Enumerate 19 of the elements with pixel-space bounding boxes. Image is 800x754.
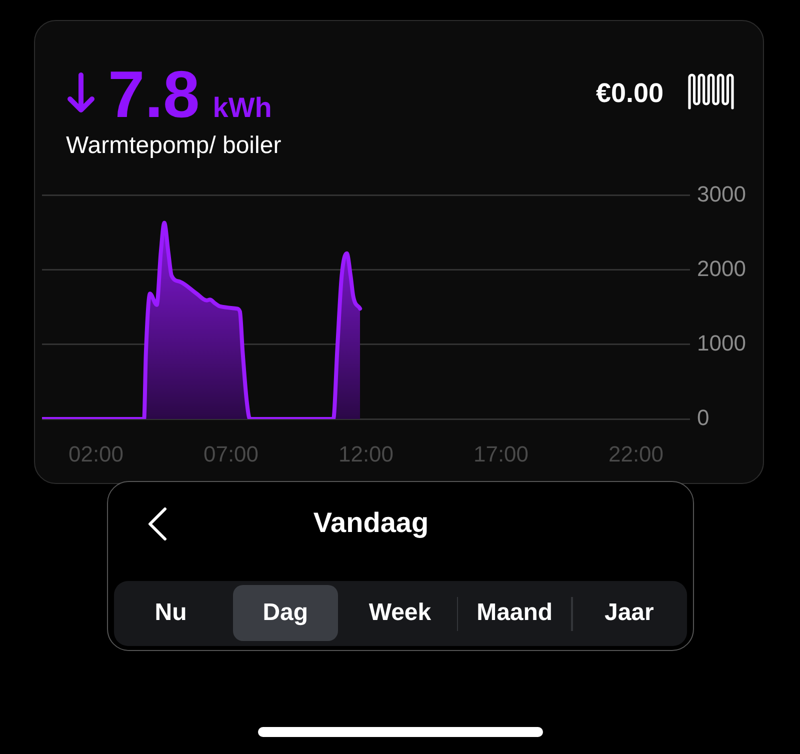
text: Vandaag <box>312 507 430 538</box>
tab[interactable]: Maand <box>462 585 568 641</box>
x-tick-label: 02:00 <box>68 441 124 466</box>
y-tick-label: 3000 <box>697 181 746 206</box>
y-tick-label: 0 <box>697 405 710 430</box>
y-tick-label: 2000 <box>697 256 746 281</box>
x-tick-label: 17:00 <box>473 441 529 466</box>
back-icon[interactable] <box>146 506 168 542</box>
x-tick-label: 07:00 <box>203 441 259 466</box>
chart-subtitle: Warmtepomp/ boiler <box>66 132 282 159</box>
tab[interactable]: Jaar <box>576 585 682 641</box>
x-tick-label: 22:00 <box>608 441 664 466</box>
x-tick-label: 12:00 <box>338 441 394 466</box>
tab[interactable]: Nu <box>118 585 224 641</box>
chart-title: 7.8 kWh <box>108 57 272 131</box>
text: €0.00 <box>596 78 664 108</box>
tab[interactable]: Week <box>347 585 453 641</box>
y-tick-label: 1000 <box>697 330 746 356</box>
selected-tab[interactable]: Dag <box>232 585 338 641</box>
